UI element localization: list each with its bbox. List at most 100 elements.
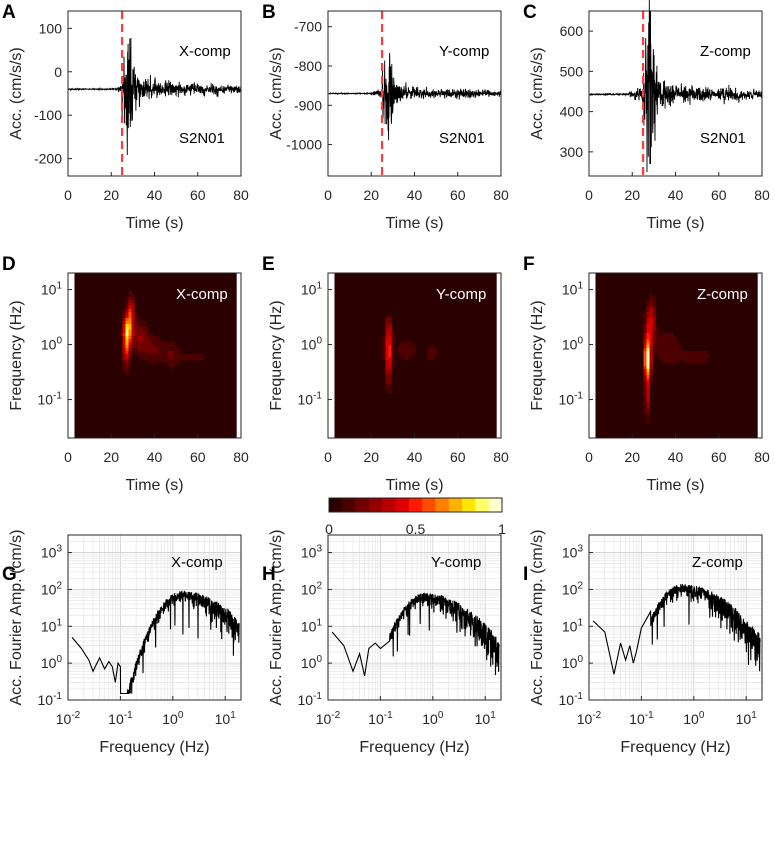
heatmap-cell <box>388 351 392 355</box>
heatmap-cell <box>646 327 650 331</box>
heatmap-cell <box>385 321 389 325</box>
heatmap-cell <box>170 357 174 361</box>
heatmap-cell <box>134 345 138 349</box>
heatmap-cell <box>643 342 647 346</box>
heatmap-cell <box>140 321 144 325</box>
component-label: X-comp <box>171 554 223 571</box>
heatmap-cell <box>149 339 153 343</box>
colorbar-segment <box>408 498 423 512</box>
heatmap-cell <box>670 354 674 358</box>
heatmap-cell <box>164 354 168 358</box>
x-tick-label: 20 <box>624 449 640 465</box>
heatmap-cell <box>427 354 431 358</box>
heatmap-cell <box>646 393 650 397</box>
heatmap-cell <box>161 348 165 352</box>
heatmap-cell <box>155 336 159 340</box>
heatmap-cell <box>664 342 668 346</box>
colorbar-segment <box>355 498 370 512</box>
axes-frame <box>327 534 502 701</box>
heatmap-cell <box>388 378 392 382</box>
heatmap-cell <box>649 327 653 331</box>
heatmap-cell <box>143 354 147 358</box>
heatmap-cell <box>134 315 138 319</box>
heatmap-cell <box>161 339 165 343</box>
heatmap-cell <box>646 378 650 382</box>
x-tick-label: 60 <box>450 187 466 203</box>
heatmap-cell <box>643 366 647 370</box>
x-tick-label: 60 <box>711 449 727 465</box>
heatmap-cell <box>706 354 710 358</box>
heatmap-cell <box>403 351 407 355</box>
heatmap-cell <box>385 348 389 352</box>
heatmap-cell <box>143 327 147 331</box>
heatmap-cell <box>412 345 416 349</box>
y-tick-label: 10-1 <box>559 691 584 708</box>
heatmap-cell <box>643 378 647 382</box>
heatmap-cell <box>646 402 650 406</box>
y-axis-label: Acc. (cm/s/s) <box>268 47 285 139</box>
heatmap-cell <box>194 351 198 355</box>
heatmap-cell <box>670 351 674 355</box>
heatmap-cell <box>673 357 677 361</box>
heatmap-cell <box>125 309 129 313</box>
heatmap-cell <box>385 327 389 331</box>
heatmap-cell <box>643 330 647 334</box>
heatmap-cell <box>652 324 656 328</box>
heatmap-cell <box>643 369 647 373</box>
heatmap-cell <box>149 348 153 352</box>
heatmap-cell <box>382 354 386 358</box>
heatmap-cell <box>682 348 686 352</box>
heatmap-cell <box>164 351 168 355</box>
heatmap-cell <box>128 336 132 340</box>
heatmap-cell <box>170 360 174 364</box>
heatmap-cell <box>137 345 141 349</box>
heatmap-cell <box>167 342 171 346</box>
heatmap-cell <box>430 357 434 361</box>
heatmap-cell <box>409 348 413 352</box>
heatmap-cell <box>137 348 141 352</box>
heatmap-cell <box>140 348 144 352</box>
x-tick-label: 40 <box>147 187 163 203</box>
heatmap-cell <box>161 351 165 355</box>
heatmap-cell <box>125 315 129 319</box>
x-tick-label: 60 <box>190 449 206 465</box>
heatmap-cell <box>643 381 647 385</box>
heatmap-cell <box>161 360 165 364</box>
heatmap-cell <box>646 411 650 415</box>
heatmap-cell <box>191 354 195 358</box>
heatmap-cell <box>140 333 144 337</box>
heatmap-cell <box>143 348 147 352</box>
x-axis-label: Frequency (Hz) <box>359 739 469 756</box>
x-tick-label: 20 <box>363 187 379 203</box>
heatmap-cell <box>691 354 695 358</box>
heatmap-cell <box>688 360 692 364</box>
heatmap-cell <box>388 372 392 376</box>
heatmap-cell <box>673 336 677 340</box>
x-tick-label: 80 <box>493 187 509 203</box>
heatmap-cell <box>646 354 650 358</box>
heatmap-cell <box>131 306 135 310</box>
heatmap-cell <box>391 342 395 346</box>
colorbar-segment <box>329 498 343 512</box>
heatmap-cell <box>122 324 126 328</box>
heatmap-cell <box>655 333 659 337</box>
heatmap-cell <box>646 420 650 424</box>
heatmap-cell <box>649 378 653 382</box>
heatmap-cell <box>412 348 416 352</box>
heatmap-cell <box>388 363 392 367</box>
heatmap-cell <box>646 318 650 322</box>
heatmap-cell <box>643 402 647 406</box>
heatmap-cell <box>649 357 653 361</box>
heatmap-cell <box>176 357 180 361</box>
heatmap-cell <box>158 354 162 358</box>
y-tick-label: 10-1 <box>559 391 584 408</box>
heatmap-cell <box>128 303 132 307</box>
heatmap-cell <box>658 336 662 340</box>
heatmap-cell <box>155 345 159 349</box>
heatmap-cell <box>403 354 407 358</box>
heatmap-cell <box>134 339 138 343</box>
heatmap-cell <box>140 327 144 331</box>
heatmap-cell <box>385 333 389 337</box>
y-axis-label: Frequency (Hz) <box>8 300 25 410</box>
component-label: Z-comp <box>700 43 751 60</box>
